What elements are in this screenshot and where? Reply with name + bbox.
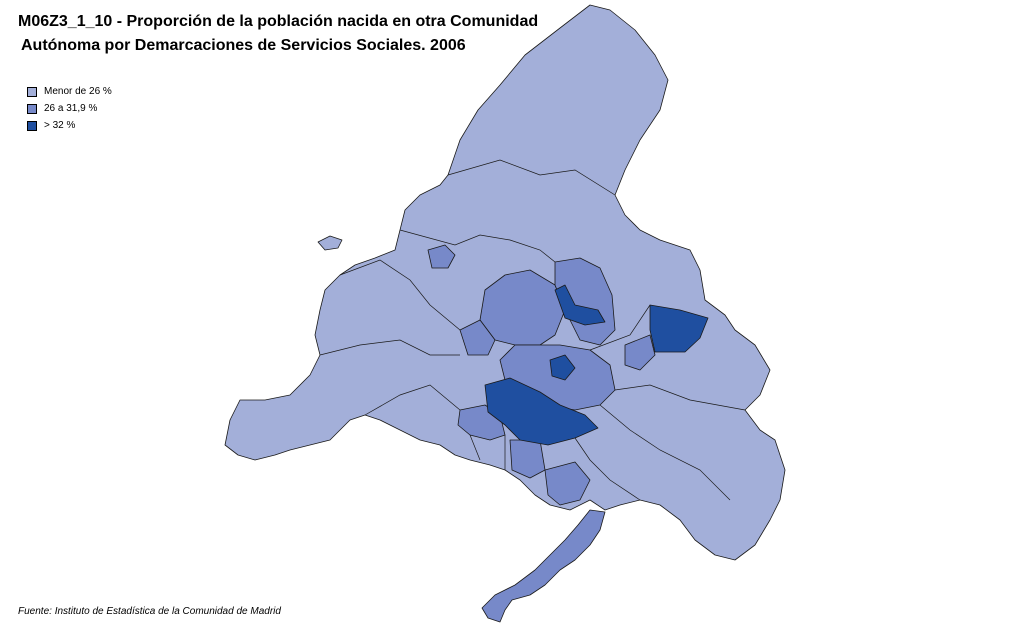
legend-item-high: > 32 % — [27, 117, 112, 134]
district-southwest-high — [484, 377, 599, 446]
title-line-2: Autónoma por Demarcaciones de Servicios … — [21, 37, 466, 54]
district-east — [624, 334, 656, 371]
map-legend: Menor de 26 % 26 a 31,9 % > 32 % — [27, 83, 112, 134]
legend-item-low: Menor de 26 % — [27, 83, 112, 100]
map-title: M06Z3_1_10 - Proporción de la población … — [18, 10, 538, 58]
legend-swatch-high — [27, 120, 37, 131]
legend-label-mid: 26 a 31,9 % — [44, 103, 98, 114]
legend-swatch-mid — [27, 103, 37, 114]
legend-swatch-low — [27, 86, 37, 97]
district-west — [459, 319, 496, 356]
region-south-tail — [481, 509, 606, 623]
region-islet — [317, 235, 343, 251]
legend-item-mid: 26 a 31,9 % — [27, 100, 112, 117]
district-center-high — [549, 354, 576, 381]
district-south-b — [544, 461, 591, 506]
title-line-1: M06Z3_1_10 - Proporción de la población … — [18, 13, 539, 30]
source-note: Fuente: Instituto de Estadística de la C… — [18, 606, 281, 617]
district-north-high — [554, 284, 606, 326]
internal-boundaries — [319, 159, 746, 501]
legend-label-low: Menor de 26 % — [44, 86, 112, 97]
district-northwest — [427, 244, 456, 269]
district-northeast-high — [649, 304, 709, 353]
legend-label-high: > 32 % — [44, 120, 76, 131]
